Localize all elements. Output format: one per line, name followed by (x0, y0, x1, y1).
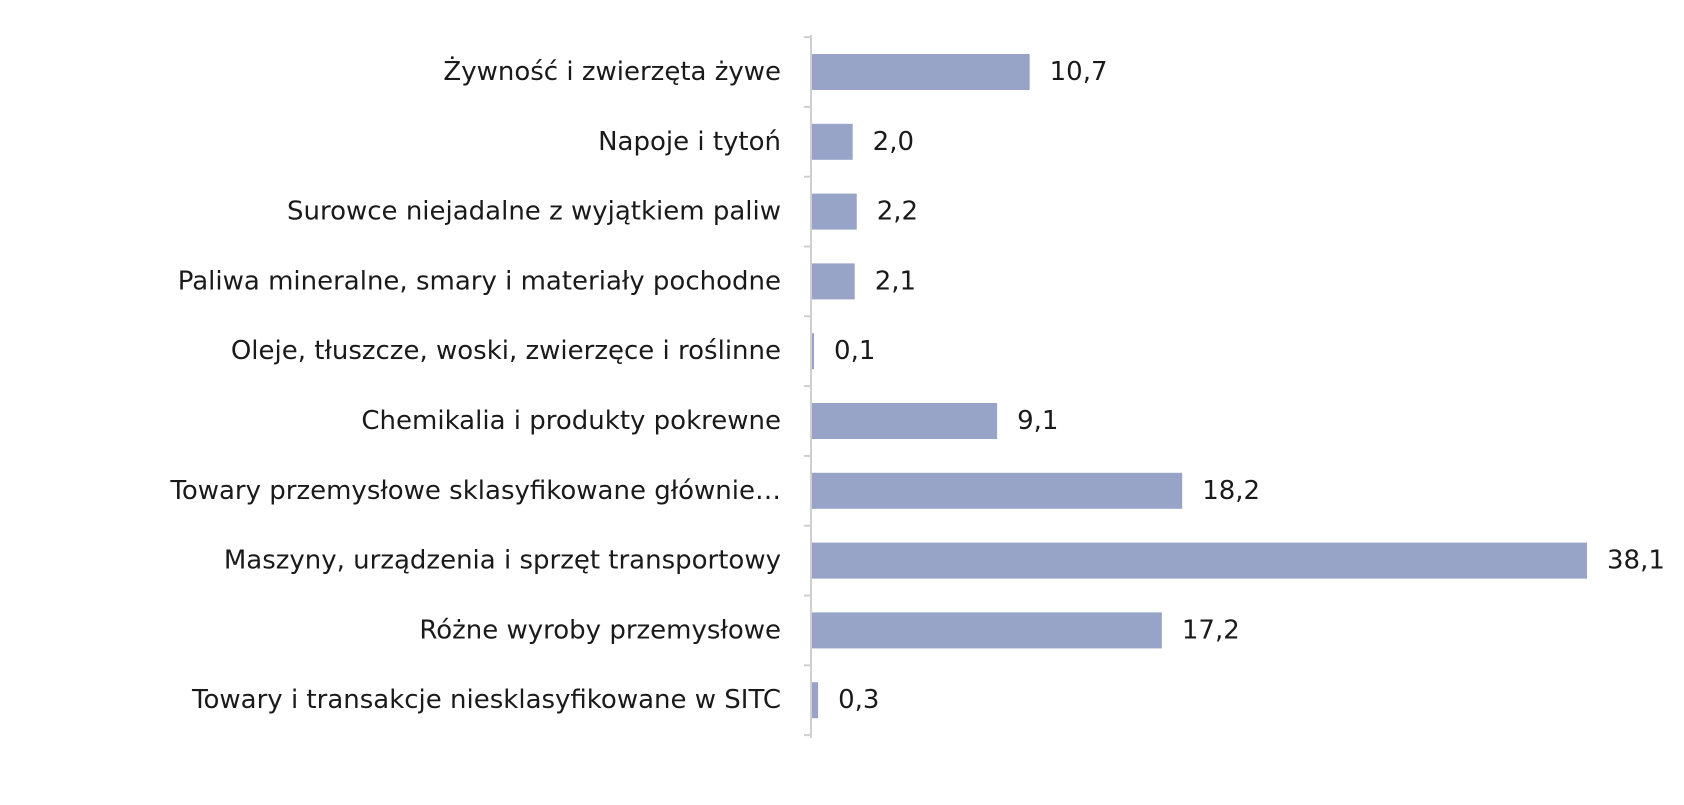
data-label: 9,1 (1017, 406, 1058, 436)
data-label: 2,0 (873, 127, 914, 157)
bar (812, 333, 815, 370)
bar (812, 542, 1587, 579)
category-label: Towary przemysłowe sklasyfikowane główni… (169, 476, 781, 506)
category-label: Żywność i zwierzęta żywe (443, 55, 781, 87)
data-label: 2,2 (877, 197, 918, 227)
bar (812, 472, 1183, 509)
data-labels: 10,7 2,0 2,2 2,1 0,1 9,1 18,2 38,1 17,2 0,3 (834, 57, 1665, 715)
data-label: 18,2 (1202, 476, 1260, 506)
data-label: 0,3 (838, 685, 879, 715)
bar (812, 263, 855, 300)
bar (812, 612, 1162, 649)
category-axis (804, 35, 812, 738)
bar (812, 682, 819, 719)
category-label: Chemikalia i produkty pokrewne (361, 406, 781, 436)
bar (812, 54, 1030, 90)
data-label: 38,1 (1607, 546, 1665, 576)
data-label: 0,1 (834, 336, 875, 366)
data-label: 2,1 (875, 266, 916, 296)
bars-layer (812, 54, 1587, 719)
category-label: Maszyny, urządzenia i sprzęt transportow… (224, 546, 781, 576)
category-label: Napoje i tytoń (598, 127, 781, 157)
bar (812, 123, 853, 160)
bar (812, 193, 857, 230)
category-label: Różne wyroby przemysłowe (419, 615, 781, 645)
data-label: 10,7 (1050, 57, 1108, 87)
data-label: 17,2 (1182, 615, 1240, 645)
category-label: Oleje, tłuszcze, woski, zwierzęce i rośl… (231, 336, 781, 366)
category-label: Towary i transakcje niesklasyfikowane w … (191, 685, 781, 715)
category-label: Surowce niejadalne z wyjątkiem paliw (287, 197, 781, 227)
bar (812, 403, 998, 439)
category-labels: Żywność i zwierzęta żywe Napoje i tytoń Su… (169, 55, 781, 715)
category-label: Paliwa mineralne, smary i materiały poch… (178, 266, 781, 296)
